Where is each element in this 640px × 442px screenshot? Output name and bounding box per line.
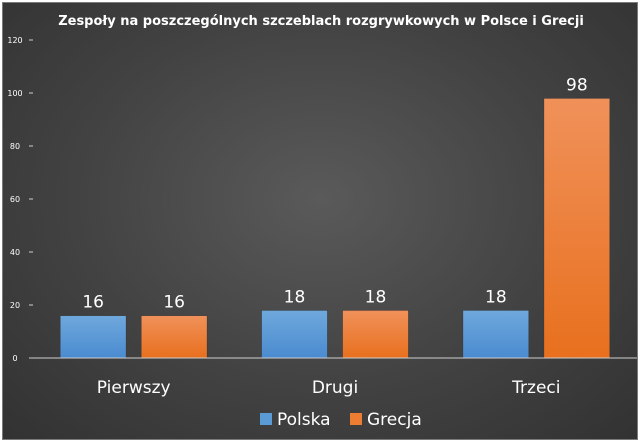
y-tick-label: 40 xyxy=(10,248,20,257)
legend: Polska Grecja xyxy=(260,410,422,430)
y-tick-label: 120 xyxy=(7,36,22,45)
bar-polska-trzeci xyxy=(462,309,530,359)
data-label: 16 xyxy=(163,293,185,313)
y-tick-label: 100 xyxy=(7,89,22,98)
x-category-label: Drugi xyxy=(312,378,358,398)
bar-polska-drugi xyxy=(261,309,328,359)
legend-label: Grecja xyxy=(367,410,422,430)
chart-title: Zespoły na poszczególnych szczeblach roz… xyxy=(58,14,584,29)
y-tick-label: 0 xyxy=(12,354,17,363)
data-label: 18 xyxy=(284,287,306,307)
legend-swatch-polska xyxy=(260,413,272,425)
y-tick-label: 20 xyxy=(10,301,20,310)
bar-grecja-drugi xyxy=(342,309,409,359)
x-category-label: Pierwszy xyxy=(97,378,171,398)
y-tick-label: 80 xyxy=(10,142,20,151)
legend-label: Polska xyxy=(277,410,331,430)
bar-chart: Zespoły na poszczególnych szczeblach roz… xyxy=(7,14,637,430)
y-axis: 0 20 40 60 80 100 120 xyxy=(7,36,33,363)
bar-polska-pierwszy xyxy=(59,315,127,359)
bar-grecja-trzeci xyxy=(543,98,611,359)
bar-grecja-pierwszy xyxy=(140,315,208,359)
data-label: 16 xyxy=(82,293,104,313)
data-label: 18 xyxy=(365,287,387,307)
legend-swatch-grecja xyxy=(350,413,362,425)
y-tick-label: 60 xyxy=(10,195,20,204)
data-label: 18 xyxy=(485,287,507,307)
x-category-label: Trzeci xyxy=(511,378,560,398)
x-axis: Pierwszy Drugi Trzeci xyxy=(33,357,637,398)
data-label: 98 xyxy=(566,75,588,95)
bars: 16 16 18 18 18 98 xyxy=(59,75,611,359)
